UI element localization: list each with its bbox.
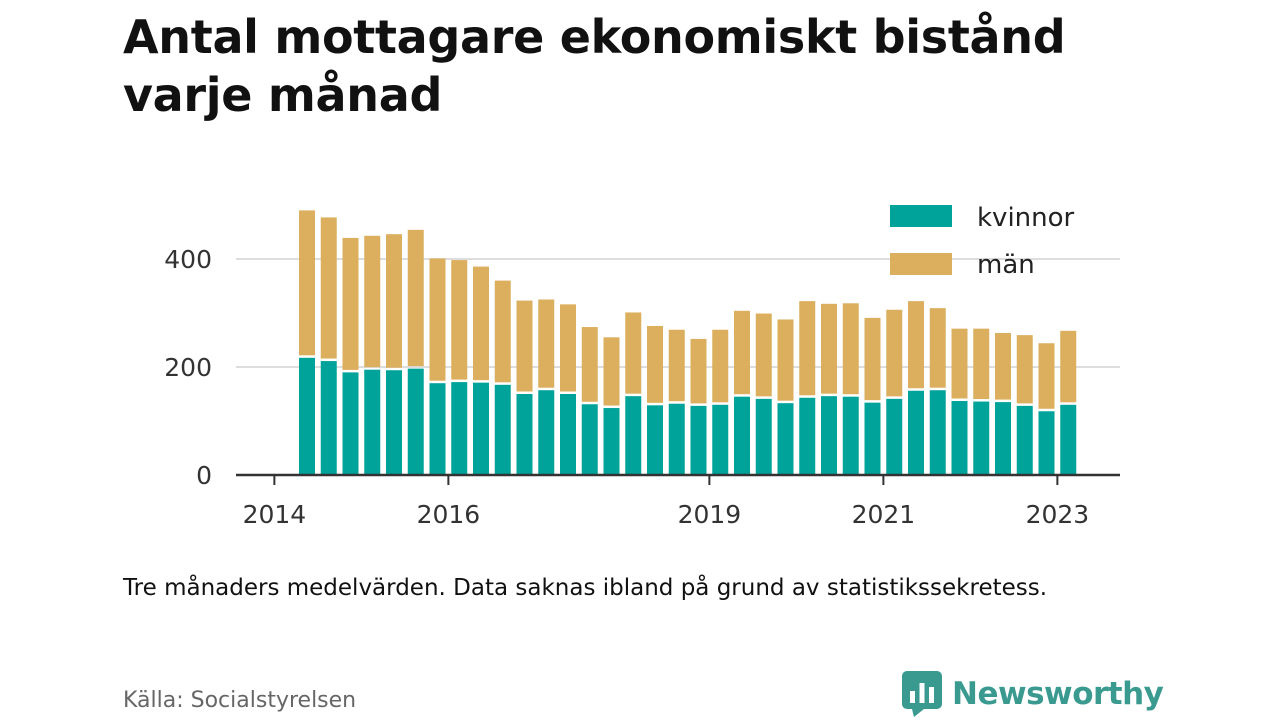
legend-swatch-man [890, 253, 952, 275]
bar-man [755, 313, 772, 397]
bar-man [1060, 330, 1077, 403]
bar-man [560, 304, 576, 392]
bar-man [386, 234, 402, 368]
bar-kvinnor [603, 408, 620, 475]
bar-man [777, 319, 794, 401]
x-tick-label: 2021 [852, 500, 916, 529]
bar-kvinnor [364, 369, 381, 475]
bar-kvinnor [1016, 405, 1033, 475]
bar-kvinnor [886, 398, 903, 475]
x-tick-label: 2019 [678, 500, 742, 529]
chart-title: Antal mottagare ekonomiskt bistånd varje… [123, 10, 1066, 122]
bar-kvinnor [407, 368, 424, 475]
newsworthy-logo-icon [902, 671, 942, 717]
bar-man [1038, 343, 1055, 409]
bar-kvinnor [777, 403, 794, 475]
bar-man [429, 258, 446, 381]
legend-label-man: män [977, 250, 1035, 280]
bar-kvinnor [973, 401, 990, 475]
bar-kvinnor [299, 357, 315, 475]
x-tick-label: 2016 [417, 500, 481, 529]
bar-kvinnor [342, 372, 359, 475]
bar-kvinnor [1038, 411, 1055, 475]
bar-man [494, 280, 511, 383]
bar-kvinnor [429, 383, 446, 475]
bar-man [473, 266, 489, 381]
stacked-bar-chart: 0 200 400 2014 2016 2019 2021 2023 kvinnor män [164, 203, 1120, 529]
y-axis-ticks: 0 200 400 [164, 245, 212, 490]
bar-man [995, 332, 1011, 400]
bar-man [581, 327, 598, 402]
bar-man [668, 329, 685, 402]
bar-kvinnor [908, 390, 924, 475]
y-tick-label: 400 [164, 245, 212, 274]
bar-man [821, 303, 837, 394]
x-tick-label: 2014 [243, 500, 307, 529]
bar-man [734, 310, 750, 395]
bar-kvinnor [951, 401, 968, 475]
bar-kvinnor [734, 396, 750, 475]
bar-man [690, 338, 707, 404]
bar-kvinnor [842, 396, 859, 475]
bar-man [712, 329, 729, 403]
bar-kvinnor [320, 361, 337, 475]
bar-kvinnor [494, 384, 511, 475]
x-tick-label: 2023 [1026, 500, 1090, 529]
bar-man [842, 303, 859, 395]
newsworthy-logo: Newsworthy [902, 670, 1164, 718]
legend-swatch-kvinnor [890, 205, 952, 227]
bar-kvinnor [668, 403, 685, 475]
bar-kvinnor [755, 398, 772, 475]
bar-man [342, 237, 359, 370]
bar-man [908, 301, 924, 389]
bars [299, 210, 1077, 475]
bar-kvinnor [473, 382, 489, 475]
bar-kvinnor [712, 404, 729, 475]
y-tick-label: 0 [196, 461, 212, 490]
bar-kvinnor [386, 370, 402, 475]
bar-man [538, 299, 555, 388]
bar-kvinnor [929, 390, 946, 475]
bar-kvinnor [625, 396, 642, 475]
source-label: Källa: Socialstyrelsen [123, 688, 357, 713]
bar-man [320, 217, 337, 359]
chart-note: Tre månaders medelvärden. Data saknas ib… [123, 575, 1048, 601]
bar-man [299, 210, 315, 356]
bar-man [516, 300, 533, 392]
bar-man [929, 308, 946, 388]
brand-name: Newsworthy [952, 676, 1164, 712]
x-axis-ticks: 2014 2016 2019 2021 2023 [243, 475, 1090, 529]
bar-kvinnor [864, 402, 881, 475]
bar-man [451, 260, 468, 380]
bar-kvinnor [1060, 404, 1077, 475]
bar-kvinnor [690, 405, 707, 475]
bar-man [603, 337, 620, 406]
bar-man [364, 235, 381, 368]
bar-kvinnor [560, 394, 576, 475]
bar-man [407, 229, 424, 367]
bar-man [625, 312, 642, 394]
legend-label-kvinnor: kvinnor [977, 203, 1075, 233]
bar-man [1016, 335, 1033, 404]
bar-man [799, 301, 816, 396]
bar-kvinnor [538, 390, 555, 475]
bar-man [973, 328, 990, 400]
bar-kvinnor [581, 404, 598, 475]
y-tick-label: 200 [164, 353, 212, 382]
bar-kvinnor [647, 405, 663, 475]
bar-man [647, 325, 663, 403]
legend: kvinnor män [890, 203, 1075, 280]
bar-man [864, 317, 881, 401]
bar-kvinnor [821, 396, 837, 475]
bar-kvinnor [516, 394, 533, 475]
bar-man [886, 309, 903, 397]
bar-kvinnor [451, 382, 468, 475]
bar-kvinnor [995, 402, 1011, 475]
bar-kvinnor [799, 397, 816, 475]
bar-man [951, 328, 968, 399]
